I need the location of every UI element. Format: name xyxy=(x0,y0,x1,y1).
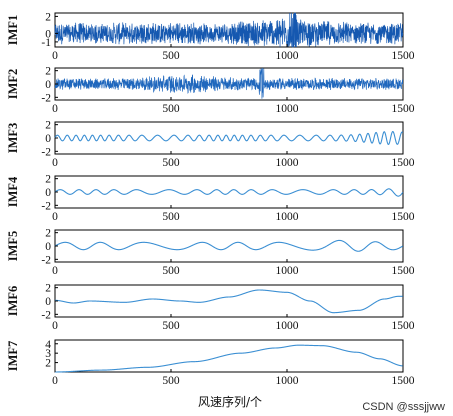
series-line-imf4 xyxy=(54,188,404,197)
panel-label: IMF4 xyxy=(6,176,20,207)
y-tick-label: 2 xyxy=(45,174,51,186)
x-tick-label: 1500 xyxy=(392,320,415,332)
series-line-imf2 xyxy=(54,67,404,99)
x-tick-label: 500 xyxy=(162,103,180,115)
x-tick-label: 0 xyxy=(52,375,58,387)
x-tick-label: 1000 xyxy=(276,103,299,115)
y-tick-label: 0 xyxy=(45,79,51,91)
series-line-imf1 xyxy=(54,12,404,48)
x-tick-label: 1500 xyxy=(392,211,415,223)
x-axis-label: 风速序列/个 xyxy=(198,394,262,409)
panel-imf1: 2 0-10 500 1000 1500 IMF1 xyxy=(6,11,415,62)
x-tick-label: 0 xyxy=(52,320,58,332)
x-tick-label: 1000 xyxy=(276,211,299,223)
x-tick-label: 500 xyxy=(162,320,180,332)
series-line-imf7 xyxy=(55,344,403,373)
y-tick-label: -2 xyxy=(41,309,51,321)
x-tick-label: 1500 xyxy=(392,157,415,169)
y-tick-label: -1 xyxy=(41,37,51,49)
panel-label: IMF3 xyxy=(6,123,20,154)
x-tick-label: 1000 xyxy=(276,320,299,332)
x-tick-label: 0 xyxy=(52,157,58,169)
x-tick-label: 0 xyxy=(52,50,58,62)
x-tick-label: 500 xyxy=(162,375,180,387)
y-tick-label: 2 xyxy=(45,11,51,23)
y-tick-label: 2 xyxy=(45,283,51,295)
panel-label: IMF1 xyxy=(6,15,20,46)
x-tick-label: 0 xyxy=(52,211,58,223)
x-tick-label: 1000 xyxy=(276,375,299,387)
x-tick-label: 500 xyxy=(162,50,180,62)
y-tick-label: 0 xyxy=(45,28,51,40)
x-tick-label: 500 xyxy=(162,157,180,169)
y-tick-label: -2 xyxy=(41,146,51,158)
x-tick-label: 500 xyxy=(162,211,180,223)
series-line-imf5 xyxy=(54,239,404,252)
y-tick-label: 0 xyxy=(45,296,51,308)
y-tick-label: 0 xyxy=(45,187,51,199)
panel-frame xyxy=(54,284,404,318)
x-tick-label: 0 xyxy=(52,103,58,115)
y-tick-label: -2 xyxy=(41,200,51,212)
x-tick-label: 1000 xyxy=(276,157,299,169)
x-tick-label: 1500 xyxy=(392,103,415,115)
y-tick-label: -2 xyxy=(41,254,51,266)
series-line-imf6 xyxy=(55,289,403,314)
y-tick-label: 0 xyxy=(45,133,51,145)
watermark: CSDN @sssjjww xyxy=(362,401,445,413)
panel-label: IMF2 xyxy=(6,69,20,100)
x-tick-label: 1500 xyxy=(392,265,415,277)
y-tick-label: 2 xyxy=(45,120,51,132)
x-tick-label: 1000 xyxy=(276,50,299,62)
x-tick-label: 1500 xyxy=(392,50,415,62)
x-tick-label: 500 xyxy=(162,265,180,277)
y-tick-label: 2 xyxy=(45,228,51,240)
series-line-imf3 xyxy=(54,130,404,145)
y-tick-label: 2 xyxy=(45,358,51,370)
x-tick-label: 1000 xyxy=(276,265,299,277)
y-tick-label: 0 xyxy=(45,241,51,253)
y-tick-label: -2 xyxy=(41,92,51,104)
x-tick-label: 1500 xyxy=(392,375,415,387)
panel-label: IMF7 xyxy=(6,341,20,372)
y-tick-label: 3 xyxy=(45,348,51,360)
y-tick-label: 2 xyxy=(45,66,51,78)
y-tick-label: 4 xyxy=(45,339,51,351)
panel-frame xyxy=(54,339,404,373)
panel-label: IMF6 xyxy=(6,286,20,317)
x-tick-label: 0 xyxy=(52,265,58,277)
panel-label: IMF5 xyxy=(6,231,20,262)
